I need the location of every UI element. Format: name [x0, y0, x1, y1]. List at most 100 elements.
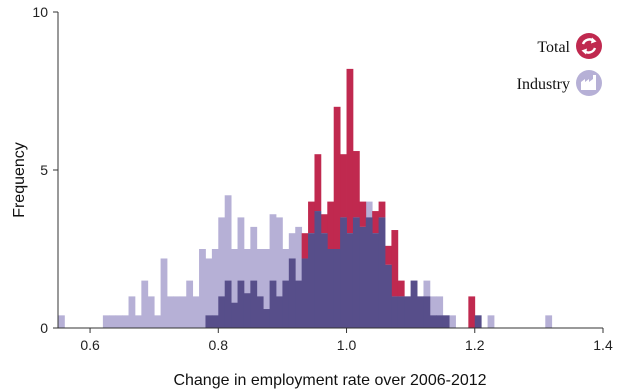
total-bar [346, 68, 354, 234]
overlap-bar [224, 280, 232, 328]
overlap-bar [218, 296, 226, 328]
industry-bar [179, 296, 187, 328]
industry-bar [243, 249, 251, 328]
total-bar [468, 296, 476, 328]
industry-bar [269, 214, 277, 328]
industry-bar [122, 315, 129, 328]
overlap-bar [346, 233, 354, 328]
industry-bar [160, 258, 168, 328]
overlap-bar [391, 296, 399, 328]
overlap-bar [372, 233, 379, 328]
industry-bar [186, 280, 194, 328]
total-bar [301, 233, 309, 259]
overlap-bar [320, 233, 328, 328]
industry-bar [263, 249, 270, 328]
overlap-bar [365, 217, 373, 328]
industry-bar [141, 280, 149, 328]
overlap-bar [327, 249, 335, 328]
total-bar [327, 201, 335, 249]
industry-bar [199, 249, 206, 328]
overlap-bar [231, 302, 238, 328]
industry-bar [224, 195, 232, 328]
x-tick-label: 0.8 [209, 337, 229, 353]
overlap-bar [404, 296, 412, 328]
industry-bar [154, 315, 161, 328]
overlap-bar [263, 309, 270, 328]
industry-bar [173, 296, 181, 328]
total-bar [333, 106, 341, 249]
industry-bar [58, 315, 65, 328]
industry-bar [211, 249, 219, 328]
industry-bar [218, 217, 226, 328]
legend: Total Industry [517, 33, 602, 96]
industry-bar [102, 315, 110, 328]
recycle-icon [576, 33, 602, 59]
industry-bar [205, 258, 213, 328]
overlap-bar [410, 280, 418, 328]
overlap-bar [378, 217, 386, 328]
industry-bar [237, 217, 245, 328]
y-tick-label: 0 [40, 320, 48, 336]
legend-item-industry: Industry [517, 70, 602, 96]
x-tick-label: 1.0 [337, 337, 357, 353]
industry-bar [147, 296, 155, 328]
overlap-bar [397, 296, 405, 328]
overlap-bar [474, 315, 482, 328]
overlap-bar [295, 280, 303, 328]
industry-bar [429, 296, 437, 328]
industry-bar [276, 217, 283, 328]
industry-bar [295, 226, 303, 328]
x-tick-label: 0.6 [80, 337, 100, 353]
overlap-bar [333, 249, 341, 328]
total-bar [359, 201, 367, 227]
industry-bar [192, 296, 200, 328]
industry-bar [128, 296, 136, 328]
x-tick-label: 1.4 [593, 337, 613, 353]
industry-bar [134, 315, 142, 328]
overlap-bar [359, 226, 367, 328]
overlap-bar [436, 315, 444, 328]
industry-bar [109, 315, 117, 328]
total-bar [372, 211, 379, 234]
overlap-bar [423, 296, 431, 328]
industry-bar [250, 226, 258, 328]
factory-icon [576, 70, 602, 96]
overlap-bar [276, 296, 283, 328]
x-axis-title: Change in employment rate over 2006-2012 [173, 372, 486, 389]
y-ticks: 0 5 10 [32, 4, 58, 336]
overlap-bar [314, 211, 322, 328]
overlap-bar [237, 280, 245, 328]
overlap-bar [417, 296, 424, 328]
y-axis-title: Frequency [11, 142, 28, 218]
overlap-bar [256, 296, 264, 328]
industry-bar [449, 315, 456, 328]
x-ticks: 0.6 0.8 1.0 1.2 1.4 [80, 328, 613, 353]
histogram-bars [58, 68, 553, 328]
industry-bar [436, 296, 444, 328]
overlap-bar [288, 258, 296, 328]
total-bar [308, 201, 315, 234]
industry-bar [545, 315, 553, 328]
overlap-bar [250, 280, 258, 328]
overlap-bar [211, 315, 219, 328]
overlap-bar [385, 264, 392, 328]
total-bar [378, 201, 386, 218]
total-bar [340, 154, 347, 218]
total-bar [314, 154, 322, 212]
overlap-bar [340, 217, 347, 328]
total-bar [397, 280, 405, 297]
legend-label-industry: Industry [517, 76, 570, 93]
industry-bar [167, 296, 174, 328]
legend-label-total: Total [537, 39, 570, 56]
overlap-bar [282, 280, 290, 328]
industry-bar [487, 315, 495, 328]
y-tick-label: 10 [32, 4, 48, 20]
overlap-bar [352, 217, 360, 328]
legend-item-total: Total [537, 33, 602, 59]
overlap-bar [205, 315, 213, 328]
industry-bar [115, 315, 123, 328]
total-bar [352, 151, 360, 218]
overlap-bar [308, 233, 315, 328]
overlap-bar [442, 315, 450, 328]
